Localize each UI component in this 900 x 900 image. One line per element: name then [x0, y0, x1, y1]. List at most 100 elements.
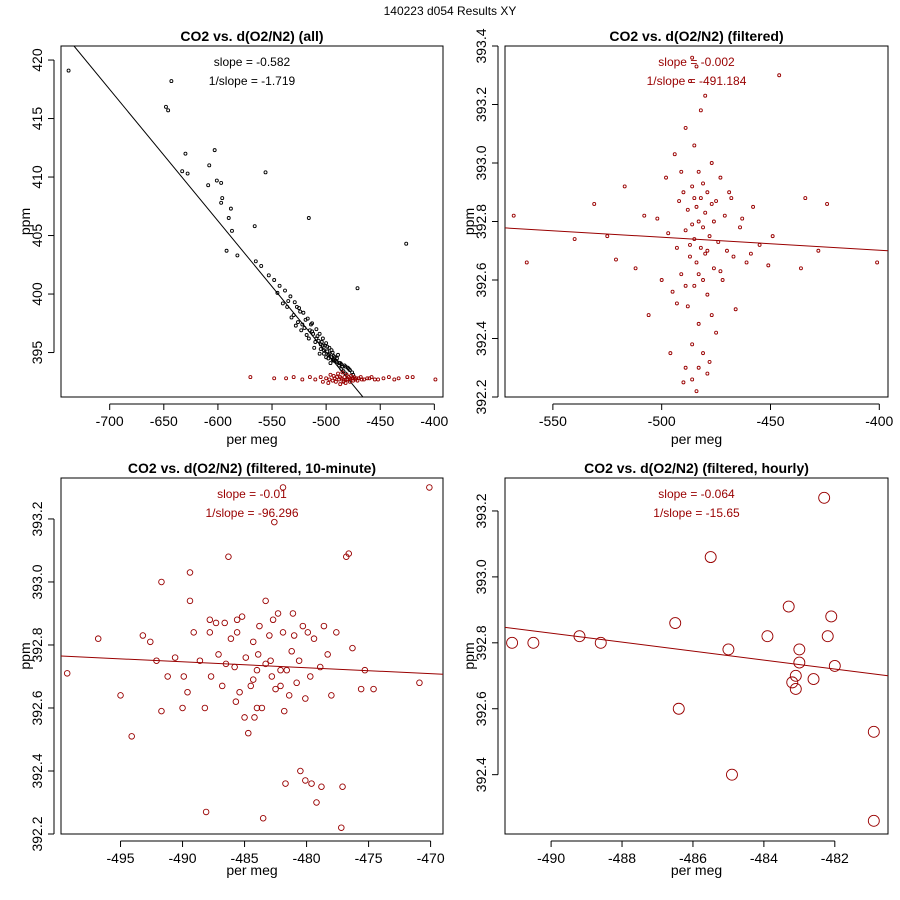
- chart-panel-1: CO2 vs. d(O2/N2) (all) -700 -650 -600 -550 -5…: [17, 28, 449, 447]
- inverse-slope-annotation: 1/slope = -491.184: [647, 74, 747, 88]
- data-point: [212, 619, 220, 627]
- data-point: [426, 484, 433, 491]
- data-point: [309, 322, 313, 327]
- data-point: [206, 629, 214, 636]
- data-point: [183, 151, 188, 156]
- data-point: [298, 309, 303, 314]
- data-point: [290, 632, 298, 639]
- data-point: [718, 269, 723, 274]
- slope-annotation: slope = -0.582: [214, 55, 291, 69]
- data-point: [674, 301, 679, 306]
- inverse-slope-annotation: 1/slope = -96.296: [205, 506, 298, 520]
- data-point: [707, 359, 712, 364]
- data-point: [327, 377, 332, 382]
- data-point: [285, 692, 293, 699]
- data-point: [347, 379, 352, 384]
- data-point: [179, 704, 186, 712]
- data-point: [875, 260, 880, 265]
- y-tick-label: 393.0: [473, 559, 489, 594]
- data-point: [318, 375, 323, 380]
- data-point: [324, 651, 331, 658]
- data-point: [128, 733, 135, 740]
- data-point: [256, 622, 263, 630]
- panel-title: CO2 vs. d(O2/N2) (filtered, 10-minute): [128, 460, 376, 476]
- data-point: [672, 702, 685, 715]
- plot-frame: [504, 45, 889, 398]
- data-point: [396, 376, 401, 381]
- data-point: [233, 629, 241, 636]
- data-point: [696, 169, 701, 174]
- data-point: [683, 283, 688, 288]
- data-point: [331, 354, 336, 358]
- slope-annotation: slope = -0.002: [658, 55, 735, 69]
- data-point: [799, 266, 803, 271]
- data-point: [295, 657, 303, 664]
- data-point: [291, 313, 296, 318]
- data-point: [359, 377, 364, 382]
- data-point: [277, 666, 284, 674]
- x-axis-label: per meg: [671, 431, 722, 447]
- slope-annotation: slope = -0.064: [658, 487, 735, 501]
- data-point: [316, 663, 324, 671]
- data-point: [698, 245, 703, 250]
- data-point: [341, 379, 346, 384]
- data-point: [296, 320, 300, 325]
- data-point: [786, 676, 799, 689]
- data-point: [714, 330, 719, 335]
- data-point: [688, 242, 692, 247]
- data-point: [249, 676, 257, 683]
- data-point: [283, 666, 290, 674]
- x-tick-label: -480: [293, 850, 321, 866]
- data-point: [701, 278, 705, 282]
- data-point: [286, 299, 291, 304]
- data-point: [289, 610, 297, 617]
- data-point: [285, 304, 290, 309]
- data-point: [803, 196, 808, 201]
- plot-frame: [60, 45, 444, 398]
- data-point: [317, 331, 322, 336]
- y-tick-label: 392.4: [29, 753, 45, 788]
- data-point: [727, 190, 732, 195]
- plot-frame: [60, 477, 444, 835]
- inverse-slope-annotation: 1/slope = -15.65: [653, 506, 740, 520]
- data-point: [268, 673, 276, 680]
- data-point: [692, 143, 697, 148]
- data-point: [825, 610, 838, 623]
- data-point: [251, 714, 258, 721]
- data-point: [242, 654, 250, 661]
- data-point: [241, 714, 248, 721]
- x-axis-label: per meg: [671, 862, 722, 878]
- x-tick-label: -400: [865, 413, 893, 429]
- data-point: [322, 348, 326, 353]
- data-point: [349, 644, 356, 652]
- data-point: [703, 251, 708, 256]
- data-point: [299, 622, 307, 630]
- data-point: [206, 616, 214, 624]
- data-point: [302, 777, 309, 784]
- data-point: [275, 290, 280, 295]
- data-point: [821, 630, 834, 643]
- chart-panel-3: CO2 vs. d(O2/N2) (filtered, 10-minute) -4…: [17, 460, 445, 878]
- panel-title: CO2 vs. d(O2/N2) (all): [180, 28, 323, 44]
- data-point: [793, 656, 806, 669]
- data-point: [690, 55, 695, 60]
- data-point: [357, 685, 365, 693]
- data-point: [766, 263, 771, 268]
- data-point: [701, 181, 705, 186]
- y-tick-label: 392.2: [29, 816, 45, 851]
- data-point: [324, 376, 329, 381]
- data-point: [692, 196, 697, 201]
- data-point: [344, 372, 349, 377]
- data-point: [782, 600, 795, 613]
- data-point: [410, 375, 415, 380]
- data-point: [262, 597, 269, 605]
- data-point: [277, 682, 284, 690]
- data-point: [310, 329, 315, 334]
- data-point: [669, 617, 682, 629]
- x-tick-label: -470: [417, 850, 445, 866]
- data-point: [314, 336, 319, 341]
- data-point: [313, 340, 318, 344]
- data-point: [714, 199, 719, 203]
- data-point: [158, 578, 165, 586]
- x-tick-label: -550: [539, 413, 567, 429]
